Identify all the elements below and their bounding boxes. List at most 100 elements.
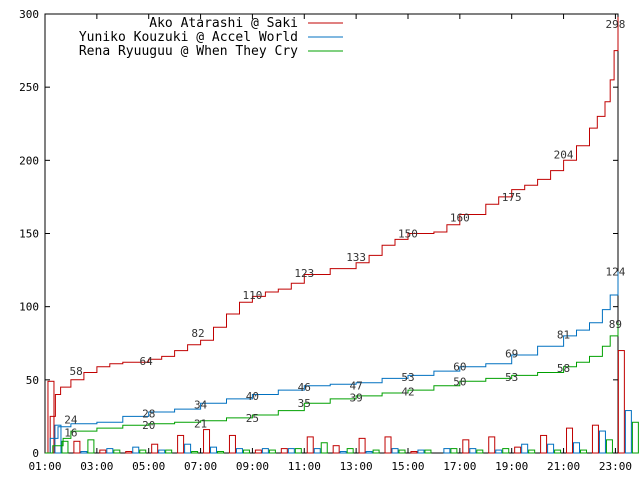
plot-frame — [44, 13, 619, 454]
data-label: 60 — [453, 361, 466, 374]
data-label: 42 — [401, 386, 414, 399]
x-tick-label: 17:00 — [443, 460, 476, 473]
data-label: 39 — [350, 391, 363, 404]
hourly-bar — [384, 436, 392, 454]
hourly-bar — [339, 451, 347, 454]
hourly-bar — [514, 446, 522, 454]
hourly-bar — [47, 380, 55, 454]
legend-label: Rena Ryuuguu @ When They Cry — [79, 44, 298, 59]
data-label: 204 — [554, 148, 574, 161]
hourly-bar — [573, 442, 581, 454]
hourly-bar — [391, 448, 399, 454]
hourly-bar — [617, 350, 625, 454]
hourly-bar — [61, 440, 69, 454]
hourly-bar — [287, 448, 295, 454]
data-label: 64 — [139, 355, 153, 368]
data-label: 35 — [298, 397, 311, 410]
y-tick-label: 250 — [19, 81, 39, 94]
hourly-bar — [158, 449, 166, 454]
hourly-bar — [320, 442, 328, 454]
hourly-bar — [398, 449, 406, 454]
hourly-bar — [165, 449, 173, 454]
hourly-bar — [417, 449, 425, 454]
legend-label: Yuniko Kouzuki @ Accel World — [79, 30, 298, 45]
hourly-bar — [488, 436, 496, 454]
y-tick-label: 200 — [19, 154, 39, 167]
hourly-bar — [203, 429, 211, 454]
hourly-bar — [210, 446, 218, 454]
data-label: 82 — [191, 327, 204, 340]
hourly-bar — [125, 451, 133, 454]
data-label: 20 — [142, 419, 155, 432]
hourly-bar — [605, 439, 613, 454]
data-label: 81 — [557, 328, 570, 341]
hourly-bar — [462, 439, 470, 454]
y-tick-label: 100 — [19, 301, 39, 314]
series-line — [45, 271, 619, 454]
data-label: 160 — [450, 211, 470, 224]
hourly-bar — [139, 449, 147, 454]
data-label: 298 — [605, 18, 625, 31]
x-tick-label: 21:00 — [547, 460, 580, 473]
hourly-bar — [372, 449, 380, 454]
data-label: 133 — [346, 251, 366, 264]
hourly-bar — [294, 448, 302, 454]
hourly-bar — [191, 451, 199, 454]
data-label: 34 — [194, 399, 208, 412]
hourly-bar — [80, 451, 88, 454]
hourly-bar — [502, 448, 510, 454]
data-label: 40 — [246, 390, 259, 403]
x-tick-label: 05:00 — [132, 460, 165, 473]
x-tick-label: 19:00 — [495, 460, 528, 473]
data-label: 24 — [64, 413, 78, 426]
y-tick-label: 300 — [19, 8, 39, 21]
data-label: 21 — [194, 418, 207, 431]
hourly-bar — [313, 448, 321, 454]
hourly-bar — [228, 434, 236, 454]
hourly-bar — [217, 451, 225, 454]
hourly-bar — [424, 449, 432, 454]
hourly-bar — [280, 448, 288, 454]
hourly-bar — [540, 434, 548, 454]
data-label: 58 — [557, 362, 570, 375]
data-label: 53 — [401, 371, 414, 384]
data-label: 175 — [502, 191, 522, 204]
hourly-bar — [528, 449, 536, 454]
data-label: 25 — [246, 412, 259, 425]
data-label: 50 — [453, 375, 466, 388]
hourly-bar — [235, 448, 243, 454]
hourly-bar — [151, 443, 159, 454]
hourly-bar — [106, 448, 114, 454]
hourly-bar — [242, 449, 250, 454]
hourly-bar — [624, 410, 632, 454]
hourly-bar — [332, 445, 340, 454]
hourly-bar — [99, 449, 107, 454]
y-tick-label: 0 — [32, 447, 39, 460]
hourly-bar — [346, 448, 354, 454]
hourly-bar — [73, 440, 81, 454]
data-label: 124 — [605, 266, 625, 279]
hourly-bar — [554, 449, 562, 454]
data-label: 47 — [350, 380, 363, 393]
data-label: 150 — [398, 228, 418, 241]
hourly-bar — [598, 430, 606, 454]
hourly-bar — [566, 427, 574, 454]
hourly-bar — [358, 437, 366, 454]
hourly-bar — [177, 434, 185, 454]
x-tick-label: 09:00 — [236, 460, 269, 473]
series-line — [45, 16, 619, 454]
data-label: 46 — [298, 381, 311, 394]
hourly-bar — [184, 443, 192, 454]
hourly-bar — [365, 451, 373, 454]
data-label: 110 — [242, 289, 262, 302]
x-tick-label: 23:00 — [599, 460, 632, 473]
data-label: 16 — [64, 427, 77, 440]
x-tick-label: 01:00 — [28, 460, 61, 473]
hourly-bar — [254, 449, 262, 454]
hourly-bar — [495, 449, 503, 454]
hourly-bar — [469, 448, 477, 454]
hourly-bar — [132, 446, 140, 454]
hourly-bar — [476, 449, 484, 454]
y-tick-label: 50 — [26, 374, 39, 387]
